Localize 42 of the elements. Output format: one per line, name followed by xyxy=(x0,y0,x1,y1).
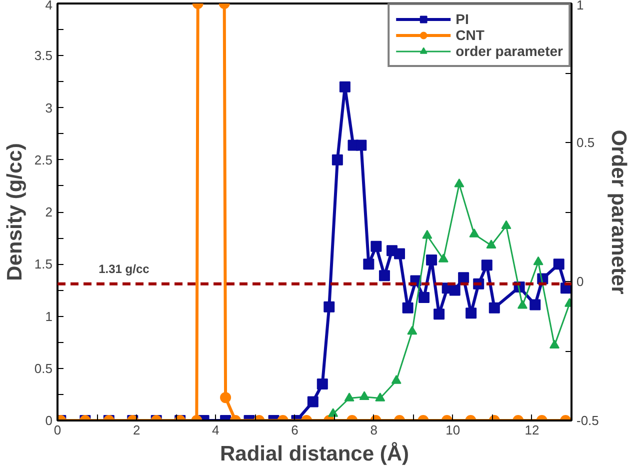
ref-line-label: 1.31 g/cc xyxy=(98,262,150,276)
point xyxy=(426,254,438,266)
legend-label: CNT xyxy=(456,27,484,43)
point xyxy=(434,308,445,320)
x-tick-label: 6 xyxy=(291,422,298,438)
y-axis-title: Density (g/cc) xyxy=(3,143,26,281)
y2-tick-label: 0.5 xyxy=(576,135,595,150)
point xyxy=(530,299,541,310)
y-tick-label: 1 xyxy=(45,308,53,324)
y2-axis-title: Order parameter xyxy=(606,130,630,294)
point xyxy=(418,292,430,303)
x-tick-label: 10 xyxy=(446,422,460,438)
y2-tick-label: 0 xyxy=(576,274,584,289)
y2-tick-label: 1 xyxy=(576,0,584,12)
x-tick-label: 4 xyxy=(212,422,220,438)
point xyxy=(402,302,414,314)
y-tick-label: 4 xyxy=(45,0,53,12)
x-tick-label: 12 xyxy=(524,422,540,438)
point xyxy=(488,302,500,314)
y-tick-label: 1.5 xyxy=(34,256,53,272)
y-tick-label: 2 xyxy=(45,204,53,220)
y-tick-label: 3 xyxy=(45,100,53,116)
point xyxy=(449,284,460,296)
x-tick-label: 8 xyxy=(370,422,378,438)
y-tick-label: 2.5 xyxy=(34,152,53,168)
point xyxy=(363,258,374,270)
y-tick-label: 0 xyxy=(45,413,53,428)
point xyxy=(466,308,477,319)
y-tick-label: 3.5 xyxy=(34,48,53,64)
legend-label: PI xyxy=(456,11,470,27)
y2-tick-label: -0.5 xyxy=(576,413,599,428)
point xyxy=(481,260,492,271)
x-axis-title: Radial distance (Å) xyxy=(220,442,410,466)
point xyxy=(553,258,564,270)
legend-label: order parameter xyxy=(456,43,563,59)
y-tick-label: 0.5 xyxy=(34,360,53,376)
point xyxy=(394,248,406,260)
point xyxy=(458,272,470,284)
point xyxy=(378,270,390,282)
point xyxy=(324,301,335,312)
x-tick-label: 2 xyxy=(132,422,140,438)
point xyxy=(370,240,382,252)
